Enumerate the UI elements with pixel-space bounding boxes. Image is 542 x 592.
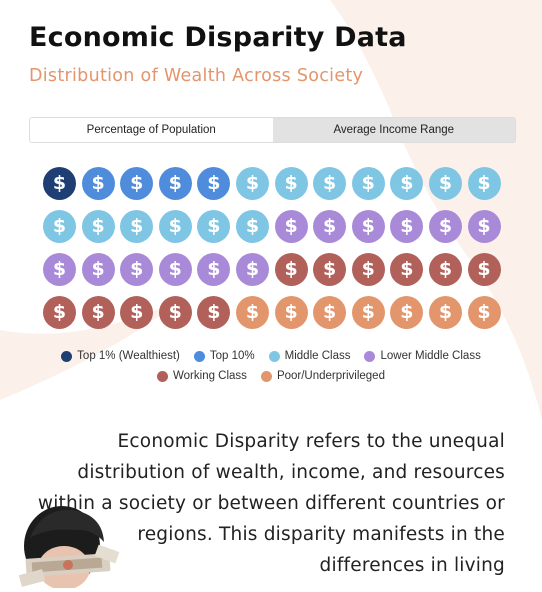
legend-label: Middle Class xyxy=(284,350,351,362)
dollar-coin-icon: $ xyxy=(467,167,501,200)
dollar-coin-icon: $ xyxy=(120,210,154,243)
page-subtitle: Distribution of Wealth Across Society xyxy=(29,66,364,86)
legend-dot xyxy=(268,350,280,362)
legend-dot xyxy=(157,370,169,382)
dollar-coin-icon: $ xyxy=(274,253,308,286)
legend-row: Top 1% (Wealthiest) Top 10% Middle Class… xyxy=(0,350,542,362)
legend-item-poor: Poor/Underprivileged xyxy=(260,370,385,382)
dollar-coin-icon: $ xyxy=(120,167,154,200)
legend-label: Working Class xyxy=(173,370,247,382)
dollar-coin-icon: $ xyxy=(313,167,347,200)
dollar-coin-icon: $ xyxy=(390,296,424,329)
legend-label: Lower Middle Class xyxy=(380,350,481,362)
dollar-coin-icon: $ xyxy=(428,210,462,243)
dollar-coin-icon: $ xyxy=(351,253,385,286)
dollar-coin-icon: $ xyxy=(43,296,76,329)
dollar-coin-icon: $ xyxy=(81,167,115,200)
dollar-coin-icon: $ xyxy=(428,253,462,286)
dollar-coin-icon: $ xyxy=(235,167,269,200)
dollar-coin-icon: $ xyxy=(351,167,385,200)
dollar-coin-icon: $ xyxy=(313,210,347,243)
dollar-coin-icon: $ xyxy=(428,167,462,200)
dollar-coin-icon: $ xyxy=(467,296,501,329)
dollar-coin-icon: $ xyxy=(197,253,231,286)
dollar-coin-icon: $ xyxy=(274,167,308,200)
dollar-coin-icon: $ xyxy=(235,296,269,329)
legend-item-top-1: Top 1% (Wealthiest) xyxy=(61,350,180,362)
dollar-coin-icon: $ xyxy=(43,210,76,243)
legend: Top 1% (Wealthiest) Top 10% Middle Class… xyxy=(0,350,542,390)
dollar-coin-icon: $ xyxy=(81,253,115,286)
dollar-coin-icon: $ xyxy=(313,296,347,329)
legend-item-top-10: Top 10% xyxy=(193,350,255,362)
dollar-coin-icon: $ xyxy=(81,296,115,329)
person-holding-money-image xyxy=(12,498,122,592)
legend-item-lower-middle-class: Lower Middle Class xyxy=(364,350,481,362)
dollar-coin-icon: $ xyxy=(120,296,154,329)
description-text: Economic Disparity refers to the unequal… xyxy=(37,431,505,576)
dollar-coin-icon: $ xyxy=(235,253,269,286)
legend-row: Working Class Poor/Underprivileged xyxy=(0,370,542,382)
dollar-coin-icon: $ xyxy=(390,167,424,200)
legend-dot xyxy=(61,350,73,362)
dollar-coin-icon: $ xyxy=(351,210,385,243)
page-title: Economic Disparity Data xyxy=(29,22,407,53)
legend-dot xyxy=(364,350,376,362)
dollar-coin-icon: $ xyxy=(81,210,115,243)
legend-label: Top 1% (Wealthiest) xyxy=(77,350,180,362)
legend-label: Top 10% xyxy=(209,350,255,362)
dollar-coin-icon: $ xyxy=(158,210,192,243)
dollar-coin-icon: $ xyxy=(120,253,154,286)
legend-label: Poor/Underprivileged xyxy=(276,370,385,382)
dollar-coin-icon: $ xyxy=(390,253,424,286)
dollar-coin-icon: $ xyxy=(197,296,231,329)
dollar-coin-icon: $ xyxy=(43,167,76,200)
legend-dot xyxy=(193,350,205,362)
dollar-coin-icon: $ xyxy=(428,296,462,329)
dollar-coin-icon: $ xyxy=(351,296,385,329)
dollar-coin-icon: $ xyxy=(43,253,76,286)
dollar-coin-icon: $ xyxy=(274,296,308,329)
dollar-coin-icon: $ xyxy=(197,167,231,200)
dollar-coin-icon: $ xyxy=(235,210,269,243)
dollar-coin-icon: $ xyxy=(390,210,424,243)
legend-item-middle-class: Middle Class xyxy=(268,350,351,362)
dollar-coin-icon: $ xyxy=(158,253,192,286)
dollar-coin-icon: $ xyxy=(158,167,192,200)
legend-dot xyxy=(260,370,272,382)
tab-percentage-of-population[interactable]: Percentage of Population xyxy=(30,118,273,142)
dollar-coin-icon: $ xyxy=(467,253,501,286)
dollar-coin-icon: $ xyxy=(274,210,308,243)
dollar-coin-icon: $ xyxy=(467,210,501,243)
legend-item-working-class: Working Class xyxy=(157,370,247,382)
dollar-coin-icon: $ xyxy=(197,210,231,243)
population-coin-grid: $ $ $ $ $ $ $ $ $ $ $ $ $ $ $ $ $ $ $ $ $ $ $ $ $ $ $ $ $ $ $ $ $ $ $ $ $ $ $ $… xyxy=(43,167,501,329)
view-tabs: Percentage of Population Average Income … xyxy=(29,117,516,143)
dollar-coin-icon: $ xyxy=(313,253,347,286)
dollar-coin-icon: $ xyxy=(158,296,192,329)
tab-average-income-range[interactable]: Average Income Range xyxy=(272,118,515,142)
